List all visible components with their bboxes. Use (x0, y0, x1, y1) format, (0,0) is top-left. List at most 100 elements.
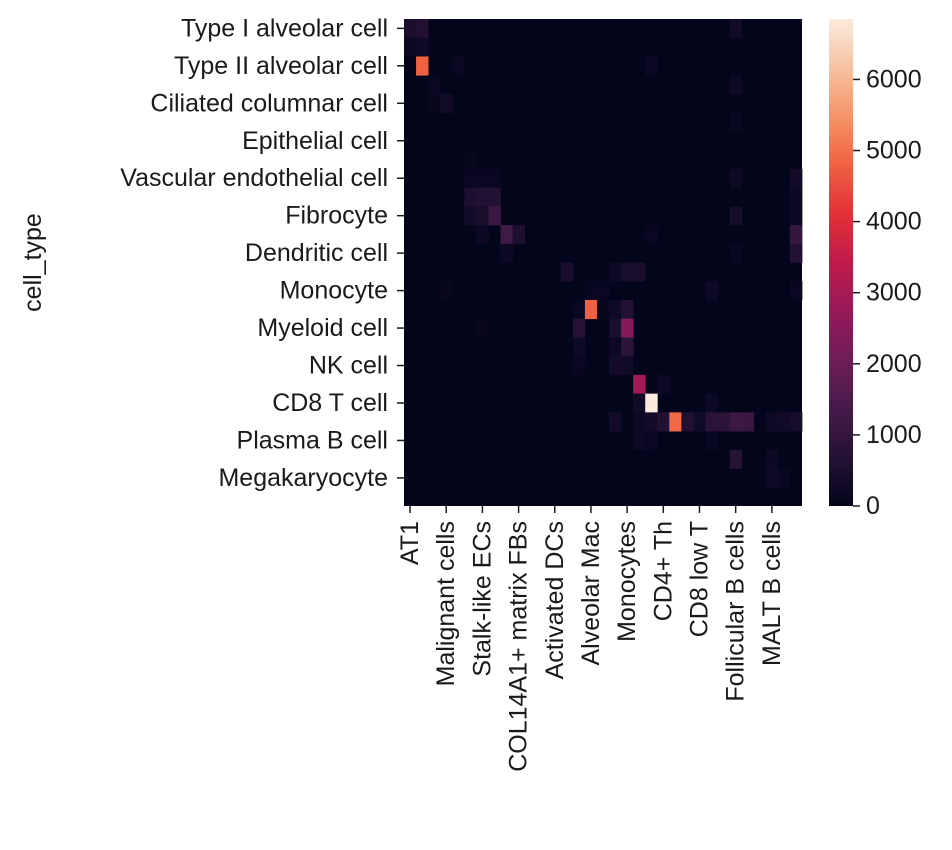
heatmap-cell (657, 412, 670, 432)
heatmap-cell (789, 412, 803, 432)
heatmap-cell (621, 356, 634, 376)
heatmap-cell (488, 187, 501, 207)
heatmap-cell (476, 187, 489, 207)
colorbar-tick-label: 4000 (866, 208, 922, 236)
y-tick-label: Plasma B cell (237, 426, 388, 454)
heatmap-cell (488, 206, 501, 226)
heatmap-cell (560, 262, 574, 282)
heatmap-cell (633, 412, 646, 432)
heatmap-cell (621, 318, 634, 338)
y-tick-label: Monocyte (280, 277, 388, 305)
heatmap-cell (681, 412, 694, 432)
colorbar-tick-label: 5000 (866, 137, 922, 165)
y-tick-label: CD8 T cell (272, 389, 388, 417)
x-tick-label: AT1 (396, 521, 424, 565)
heatmap-cell (657, 374, 670, 395)
colorbar-tick-label: 0 (866, 492, 880, 520)
heatmap-cell (645, 56, 658, 76)
heatmap-cell (500, 243, 513, 263)
heatmap-cell (428, 93, 441, 114)
heatmap-cell (705, 281, 718, 301)
y-tick-label: Dendritic cell (245, 239, 388, 267)
heatmap-cell (476, 168, 489, 188)
heatmap-cell (777, 468, 791, 488)
x-tick-label: Malignant cells (432, 521, 460, 686)
heatmap-cell (729, 75, 743, 95)
heatmap-cell (404, 37, 417, 57)
heatmap-cell (729, 19, 743, 39)
heatmap-cell (729, 206, 743, 226)
x-axis: AT1 Malignant cells Stalk-like ECs COL14A1+… (396, 506, 786, 772)
heatmap-cell (416, 37, 429, 57)
heatmap-cell (476, 225, 489, 245)
colorbar (829, 19, 853, 506)
y-tick-label: Fibrocyte (285, 202, 388, 230)
heatmap-cell (729, 243, 743, 263)
y-tick-label: Type II alveolar cell (174, 52, 388, 80)
y-axis-label: cell_type (19, 213, 47, 312)
heatmap-cell (596, 299, 610, 320)
y-tick-label: NK cell (309, 352, 388, 380)
heatmap-cell (765, 449, 779, 469)
x-tick-label: Follicular B cells (722, 521, 750, 702)
heatmap-cell (609, 412, 622, 432)
heatmap-cell (621, 299, 634, 320)
heatmap-cell (633, 262, 646, 282)
heatmap-cell (705, 393, 718, 413)
heatmap-cell (693, 412, 706, 432)
heatmap-cell (633, 393, 646, 413)
heatmap-cell (464, 187, 477, 207)
heatmap-cell (765, 468, 779, 488)
heatmap-cell (729, 112, 743, 132)
heatmap-cell (572, 318, 586, 338)
heatmap-cell (789, 168, 803, 188)
y-tick-label: Vascular endothelial cell (120, 164, 388, 192)
heatmap-cell (777, 412, 791, 432)
heatmap-cell (729, 168, 743, 188)
heatmap-cell (669, 412, 682, 432)
heatmap-cell (512, 225, 526, 245)
y-tick-label: Myeloid cell (257, 314, 388, 342)
y-axis: Type I alveolar cell Type II alveolar cel… (120, 14, 404, 492)
heatmap-cell (596, 281, 610, 301)
heatmap-cell (572, 299, 586, 320)
colorbar-tick-label: 2000 (866, 350, 922, 378)
x-tick-label: CD4+ Th (649, 521, 677, 621)
heatmap-cell (572, 356, 586, 376)
heatmap-cell (789, 281, 803, 301)
colorbar-tick-label: 3000 (866, 279, 922, 307)
heatmap-cell (476, 318, 489, 338)
heatmap-cell (464, 168, 477, 188)
heatmap-cell (404, 19, 417, 39)
heatmap-cell (705, 431, 718, 451)
heatmap-cell (621, 262, 634, 282)
heatmap-cell (729, 412, 743, 432)
heatmap-cell (789, 206, 803, 226)
y-tick-label: Epithelial cell (242, 127, 388, 155)
heatmap-cell (440, 281, 453, 301)
heatmap-cell (645, 393, 658, 413)
x-tick-label: Alveolar Mac (577, 521, 605, 666)
heatmap-cell (476, 206, 489, 226)
heatmap-cell (645, 412, 658, 432)
colorbar-tick-label: 6000 (866, 65, 922, 93)
heatmap-cell (464, 150, 477, 170)
y-tick-label: Ciliated columnar cell (150, 89, 388, 117)
heatmap-cell (621, 337, 634, 357)
x-tick-label: Activated DCs (541, 521, 569, 679)
heatmap-cell (705, 412, 718, 432)
x-tick-label: Monocytes (613, 521, 641, 642)
y-tick-label: Megakaryocyte (218, 464, 388, 492)
heatmap-cell (609, 262, 622, 282)
heatmap-cell (440, 93, 453, 114)
heatmap-cell (729, 449, 743, 469)
heatmap-cell (609, 356, 622, 376)
heatmap-cell (645, 225, 658, 245)
heatmap-cell (584, 281, 598, 301)
heatmap-cell (633, 374, 646, 395)
heatmap-cell (789, 187, 803, 207)
y-tick-label: Type I alveolar cell (181, 14, 388, 42)
heatmap-cell (789, 225, 803, 245)
heatmap-cell (584, 299, 598, 320)
